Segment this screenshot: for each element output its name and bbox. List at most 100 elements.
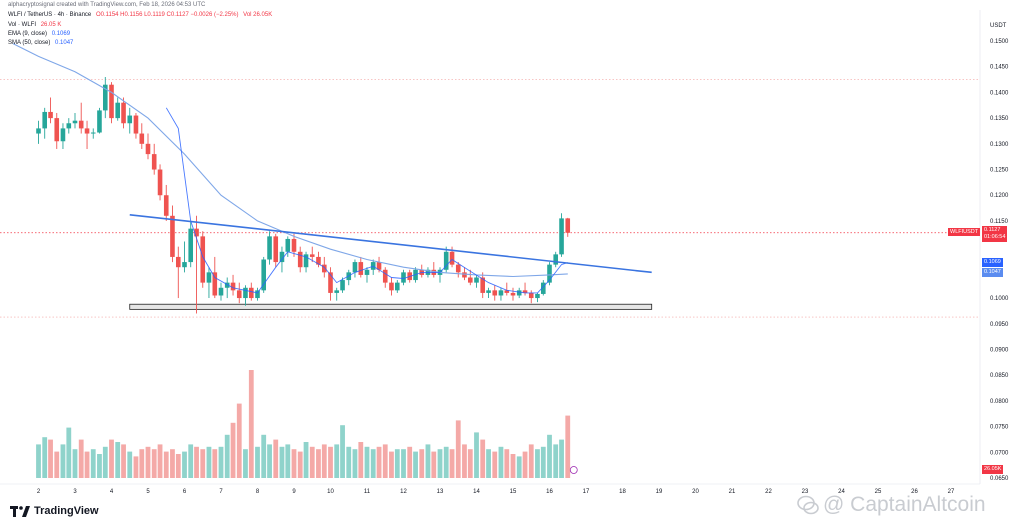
candle-body — [540, 282, 546, 294]
sma-legend[interactable]: SMA (50, close) 0.1047 — [8, 40, 73, 46]
candle-body — [109, 84, 114, 119]
candle-body — [528, 292, 534, 299]
volume-bar — [243, 449, 248, 478]
volume-bar — [139, 449, 145, 478]
volume-bar — [182, 451, 187, 478]
volume-bar — [492, 451, 498, 478]
price-tick-label: 0.0700 — [990, 450, 1009, 456]
candle-body — [401, 272, 406, 283]
volume-bar — [309, 446, 315, 478]
candle-body — [486, 290, 491, 293]
candle-body — [467, 277, 473, 283]
candle-body — [121, 102, 126, 124]
price-tick-label: 0.0950 — [990, 322, 1009, 328]
volume-bar — [419, 449, 425, 478]
volume-bar — [236, 403, 242, 478]
trendline-layer[interactable] — [129, 213, 652, 274]
candle-body — [504, 290, 510, 293]
symbol-title[interactable]: WLFI / TetherUS · 4h · Binance — [8, 12, 92, 18]
support-zone-layer — [129, 303, 653, 310]
volume-bar — [401, 449, 406, 478]
time-tick-label: 8 — [256, 489, 260, 495]
volume-bar — [145, 446, 151, 478]
candle-body — [224, 282, 230, 288]
candle-body — [182, 262, 187, 268]
candle-body — [102, 84, 108, 111]
time-tick-label: 18 — [619, 489, 626, 495]
candle-body — [170, 215, 175, 257]
volume-bar — [267, 444, 272, 478]
vol-title: Vol · WLFI — [8, 22, 37, 28]
candle-body — [194, 228, 199, 237]
volume-bar — [474, 432, 479, 478]
candle-body — [510, 292, 516, 296]
symbol-header: WLFI / TetherUS · 4h · Binance O0.1154 H… — [8, 12, 272, 18]
volume-bar — [157, 444, 163, 478]
candle-body — [188, 228, 194, 263]
time-tick-label: 4 — [110, 489, 114, 495]
price-tick-label: 0.1400 — [990, 90, 1009, 96]
price-tick-label: 0.0850 — [990, 373, 1009, 379]
volume-bar — [504, 449, 510, 478]
candle-body — [243, 287, 248, 299]
candle-body — [334, 290, 340, 293]
candle-body — [163, 195, 169, 216]
volume-bar — [230, 422, 236, 478]
price-badge: 0.1127 01:06:54 — [982, 226, 1008, 242]
time-tick-label: 25 — [875, 489, 882, 495]
candle-body — [553, 254, 559, 265]
alert-marker-icon — [569, 466, 578, 474]
time-tick-label: 12 — [400, 489, 407, 495]
volume-legend[interactable]: Vol · WLFI 26.05 K — [8, 22, 61, 28]
candle-body — [358, 262, 364, 275]
candle-body — [72, 120, 78, 124]
volume-bar — [42, 437, 48, 478]
candle-body — [157, 169, 163, 196]
time-tick-label: 10 — [327, 489, 334, 495]
volume-bar — [188, 444, 194, 478]
candle-body — [462, 272, 467, 278]
volume-bar — [528, 444, 534, 478]
volume-bar — [78, 439, 84, 478]
price-tick-label: 0.1350 — [990, 116, 1009, 122]
ema-title: EMA (9, close) — [8, 31, 48, 37]
volume-bar — [382, 444, 388, 478]
candle-body — [303, 254, 309, 268]
time-tick-label: 3 — [73, 489, 77, 495]
symbol-badge: WLFIUSDT — [948, 228, 981, 236]
countdown: 01:06:54 — [984, 234, 1006, 240]
candle-body — [449, 251, 455, 265]
tradingview-logo[interactable]: TradingView — [10, 505, 99, 517]
tradingview-icon — [10, 505, 30, 517]
time-tick-label: 15 — [510, 489, 517, 495]
volume-bar — [72, 449, 78, 478]
volume-bar — [553, 444, 559, 478]
last-price: 0.1127 — [984, 227, 1001, 233]
candle-body — [36, 128, 41, 134]
volume-bar — [352, 449, 358, 478]
volume-label: Vol 26.05K — [243, 12, 273, 18]
candle-body — [230, 282, 236, 291]
time-tick-label: 17 — [583, 489, 590, 495]
candle-body — [273, 236, 279, 263]
candle-body — [389, 282, 394, 291]
time-tick-label: 19 — [656, 489, 663, 495]
volume-bar — [194, 446, 199, 478]
resistance-trendline — [129, 213, 652, 274]
price-tick-label: 0.0650 — [990, 476, 1009, 482]
candle-body — [139, 133, 145, 144]
candle-body — [297, 251, 303, 268]
candle-body — [66, 123, 72, 129]
sma50-line — [12, 43, 568, 278]
candle-body — [291, 238, 297, 252]
candle-body — [151, 154, 157, 170]
wechat-icon — [797, 495, 819, 515]
watermark-text: @ CaptainAltcoin — [823, 493, 986, 516]
candle-body — [328, 272, 333, 293]
volume-bar — [60, 444, 66, 478]
support-zone — [129, 303, 653, 310]
ema-legend[interactable]: EMA (9, close) 0.1069 — [8, 31, 70, 37]
time-tick-label: 11 — [364, 489, 371, 495]
candle-body — [115, 102, 121, 119]
